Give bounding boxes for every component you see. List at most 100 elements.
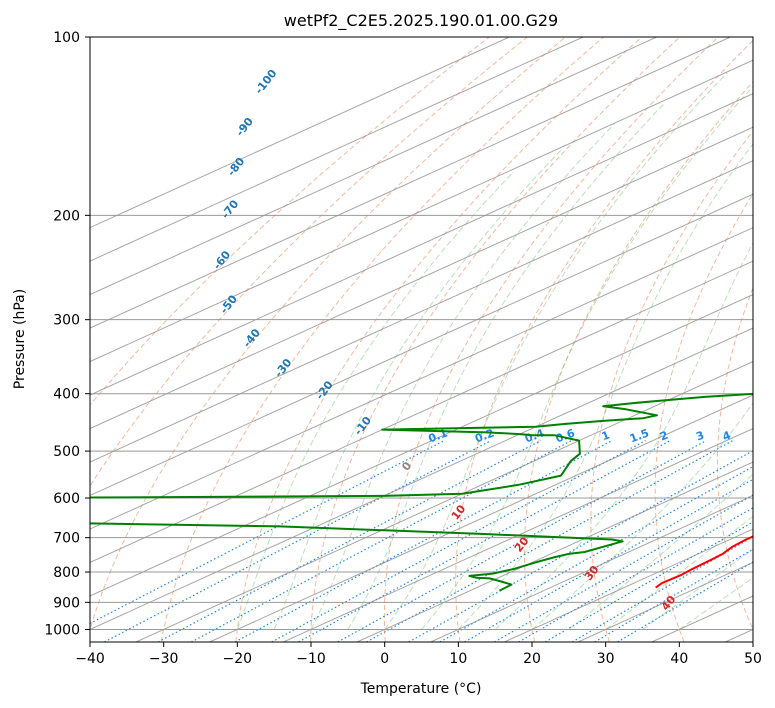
moist-adiabat [679, 577, 753, 630]
mixing-ratio-line [104, 440, 492, 642]
dry-adiabat-label: 10 [449, 502, 469, 522]
y-tick-label: 200 [53, 208, 80, 224]
dry-adiabat-label: -60 [211, 248, 234, 272]
isotherm-line [90, 294, 753, 597]
isotherm-line [90, 93, 753, 396]
isotherm-line [430, 494, 753, 642]
isotherm-line [90, 37, 657, 296]
isotherm-line [577, 561, 753, 642]
mixing-ratio-line [617, 561, 753, 642]
mixing-ratio-line [464, 478, 753, 642]
isotherm-line [283, 427, 753, 642]
x-tick-label: 10 [449, 651, 467, 667]
x-axis: −40 −30 −20 −10 0 10 20 30 40 50 [75, 642, 762, 667]
dry-adiabat [455, 39, 753, 642]
isotherm-line [135, 361, 753, 642]
moist-adiabat [236, 173, 513, 630]
isotherm-line [90, 37, 584, 262]
x-tick-label: 40 [670, 651, 688, 667]
mixing-ratio-line [90, 440, 445, 625]
chart-title: wetPf2_C2E5.2025.190.01.00.G29 [284, 11, 558, 31]
dry-adiabat-label: 40 [659, 593, 679, 613]
mixing-ratio-line [439, 465, 753, 642]
isotherm-line [90, 37, 510, 229]
y-tick-label: 700 [53, 531, 80, 547]
isopleth-labels: 0.10.20.40.611.52346810131620253036-100-… [211, 67, 772, 613]
dry-adiabat-label: -100 [252, 67, 279, 97]
x-tick-label: −40 [75, 651, 105, 667]
mixing-ratio-label: 3 [694, 429, 706, 444]
mixing-ratio-line [157, 440, 542, 642]
dry-adiabat [654, 192, 753, 642]
mixing-ratio-label: 1.5 [628, 427, 651, 446]
dry-adiabat-label: -80 [225, 155, 248, 179]
temperature-profile-line [655, 535, 753, 589]
y-tick-label: 400 [53, 387, 80, 403]
mixing-ratio-line [571, 536, 753, 642]
isotherm-line [90, 37, 731, 329]
mixing-ratio-line [337, 440, 707, 642]
isotherm-line [356, 461, 753, 642]
moist-adiabat [347, 104, 664, 630]
isotherm-line [90, 160, 753, 463]
dry-adiabat [717, 286, 753, 631]
isotherm-line [504, 528, 753, 642]
x-tick-label: 50 [744, 651, 762, 667]
mixing-ratio-line [298, 440, 671, 642]
dry-adiabat [90, 37, 490, 406]
mixing-ratio-line [544, 521, 753, 642]
isotherm-line [90, 227, 753, 530]
mixing-ratio-label: 0.6 [554, 426, 577, 445]
x-tick-label: −10 [296, 651, 326, 667]
x-tick-label: −30 [149, 651, 179, 667]
dry-adiabat-label: -50 [217, 292, 240, 316]
mixing-ratio-line [594, 548, 753, 642]
dry-adiabat-label: -30 [272, 356, 295, 380]
dry-adiabat [90, 37, 528, 487]
dry-adiabat [383, 37, 719, 642]
mixing-ratio-line [234, 440, 613, 642]
dry-adiabat-label: -20 [313, 378, 336, 402]
moist-adiabat [494, 241, 753, 630]
mixing-ratio-line [271, 440, 646, 642]
mixing-ratio-label: 0.2 [473, 427, 496, 446]
mixing-ratio-line [494, 494, 753, 642]
y-axis-label: Pressure (hPa) [12, 289, 28, 389]
moist-adiabat [384, 72, 728, 630]
profile-series [90, 392, 753, 592]
y-tick-label: 600 [53, 491, 80, 507]
x-tick-label: 30 [597, 651, 615, 667]
mixing-ratio-label: 6 [760, 428, 772, 443]
y-tick-label: 500 [53, 444, 80, 460]
dry-adiabat-label: -90 [233, 115, 256, 139]
moist-adiabat [642, 548, 753, 630]
mixing-ratio-line [366, 440, 734, 642]
mixing-ratio-line [518, 507, 753, 642]
isotherm-line [90, 260, 753, 564]
isotherm-line [90, 59, 753, 363]
mixing-ratio-line [191, 440, 572, 642]
moist-adiabat [531, 401, 753, 630]
y-axis: 100 200 300 400 500 600 700 800 900 1000 [44, 30, 90, 638]
isotherm-line [209, 394, 753, 642]
y-tick-label: 800 [53, 565, 80, 581]
moist-adiabat [568, 473, 753, 630]
y-tick-label: 900 [53, 595, 80, 611]
moist-adiabat [310, 123, 615, 630]
isotherm-line [90, 126, 753, 430]
dry-adiabat [310, 37, 681, 642]
dry-adiabat [523, 80, 753, 642]
y-tick-label: 300 [53, 313, 80, 329]
x-axis-label: Temperature (°C) [360, 681, 482, 697]
isotherm-line [90, 193, 753, 497]
isotherm-line [90, 327, 753, 630]
dry-adiabat [90, 37, 566, 632]
y-tick-label: 1000 [44, 622, 80, 638]
mixing-ratio-label: 1 [600, 429, 612, 444]
dry-adiabat [590, 130, 753, 642]
x-tick-label: 0 [380, 651, 389, 667]
x-tick-label: 20 [523, 651, 541, 667]
y-tick-label: 100 [53, 30, 80, 46]
